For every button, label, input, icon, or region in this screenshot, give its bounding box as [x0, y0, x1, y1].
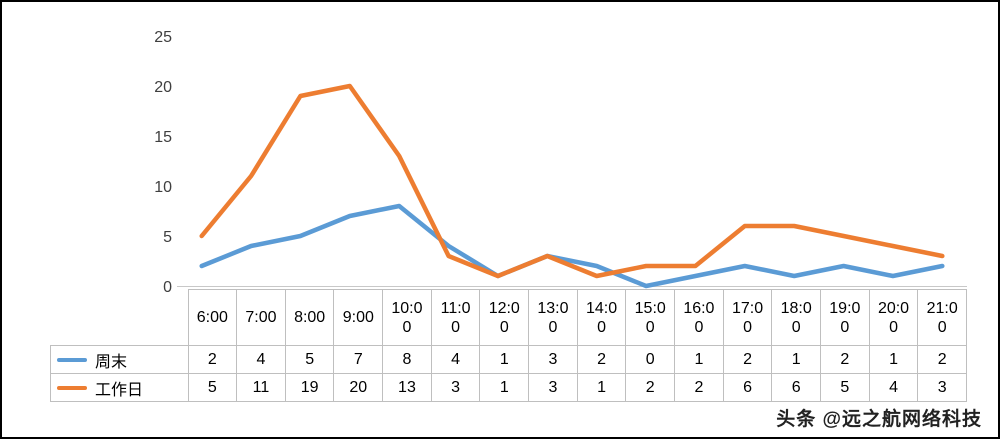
value-cell: 8 — [382, 345, 432, 374]
value-cell: 2 — [674, 373, 724, 402]
chart-data-table: 6:00 7:00 8:00 9:00 10:00 11:00 12:00 13:00 14:0… — [50, 289, 967, 402]
value-cell: 2 — [820, 345, 870, 374]
series-row-0: 周末 2 4 5 7 8 4 1 3 2 0 1 2 1 2 1 2 — [50, 345, 967, 374]
legend-cell: 工作日 — [50, 373, 189, 402]
value-cell: 3 — [430, 373, 481, 402]
legend-cell: 周末 — [50, 345, 189, 374]
value-cell: 2 — [625, 373, 676, 402]
series-line-1 — [199, 83, 945, 279]
value-cell: 4 — [236, 345, 286, 374]
time-header-cell: 21:00 — [917, 289, 967, 346]
y-axis-tick-label: 15 — [154, 129, 172, 146]
value-cell: 3 — [917, 373, 967, 402]
watermark-text: 头条 @远之航网络科技 — [776, 409, 982, 430]
y-axis-tick-label: 10 — [154, 179, 172, 196]
time-header-cell: 14:00 — [576, 289, 627, 346]
value-cell: 5 — [820, 373, 870, 402]
value-cell: 6 — [722, 373, 773, 402]
value-cell: 4 — [868, 373, 919, 402]
time-header-cell: 10:00 — [382, 289, 432, 346]
legend-line-swatch — [57, 385, 87, 390]
value-cell: 1 — [576, 373, 627, 402]
value-cell: 6 — [771, 373, 822, 402]
value-cell: 7 — [333, 345, 384, 374]
time-header-cell: 12:00 — [479, 289, 530, 346]
time-header-cell: 18:00 — [771, 289, 822, 346]
time-header-cell: 7:00 — [236, 289, 286, 346]
time-header-cell: 20:00 — [868, 289, 919, 346]
y-axis-tick-label: 5 — [163, 229, 172, 246]
legend-line-swatch — [57, 357, 87, 362]
value-cell: 11 — [236, 373, 286, 402]
value-cell: 5 — [284, 345, 335, 374]
time-header-cell: 9:00 — [333, 289, 384, 346]
value-cell: 19 — [284, 373, 335, 402]
time-header-cell: 15:00 — [625, 289, 676, 346]
time-header-cell: 11:00 — [430, 289, 481, 346]
time-header-cell: 19:00 — [820, 289, 870, 346]
value-cell: 1 — [479, 345, 530, 374]
value-cell: 20 — [333, 373, 384, 402]
data-table-header: 6:00 7:00 8:00 9:00 10:00 11:00 12:00 13:00 14:0… — [50, 289, 967, 346]
y-axis-tick-label: 20 — [154, 79, 172, 96]
value-cell: 3 — [528, 345, 578, 374]
value-cell: 2 — [917, 345, 967, 374]
data-table-body: 周末 2 4 5 7 8 4 1 3 2 0 1 2 1 2 1 2 工作日 5 11 19 20 13 3 1 3 1 2 2 6 6 5 4… — [50, 345, 967, 402]
series-name: 工作日 — [95, 381, 144, 399]
value-cell: 5 — [187, 373, 238, 402]
value-cell: 2 — [722, 345, 773, 374]
series-row-1: 工作日 5 11 19 20 13 3 1 3 1 2 2 6 6 5 4 3 — [50, 373, 967, 402]
value-cell: 0 — [625, 345, 676, 374]
value-cell: 1 — [674, 345, 724, 374]
table-corner-cell — [50, 289, 189, 346]
y-axis-tick-label: 0 — [163, 279, 172, 292]
time-header-row: 6:00 7:00 8:00 9:00 10:00 11:00 12:00 13:00 14:0… — [50, 289, 967, 346]
time-header-cell: 6:00 — [187, 289, 238, 346]
value-cell: 1 — [771, 345, 822, 374]
value-cell: 2 — [576, 345, 627, 374]
value-cell: 3 — [528, 373, 578, 402]
value-cell: 2 — [187, 345, 238, 374]
line-chart-plot: 0 5 10 15 20 25 — [154, 29, 967, 292]
time-header-cell: 13:00 — [528, 289, 578, 346]
series-name: 周末 — [95, 353, 128, 371]
value-cell: 4 — [430, 345, 481, 374]
series-line-0 — [199, 203, 945, 289]
value-cell: 13 — [382, 373, 432, 402]
value-cell: 1 — [868, 345, 919, 374]
time-header-cell: 8:00 — [284, 289, 335, 346]
time-header-cell: 17:00 — [722, 289, 773, 346]
value-cell: 1 — [479, 373, 530, 402]
y-axis-tick-label: 25 — [154, 29, 172, 46]
time-header-cell: 16:00 — [674, 289, 724, 346]
